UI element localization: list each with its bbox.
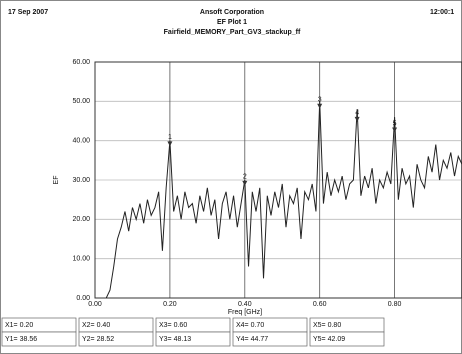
x-tick-label: 0.60 xyxy=(313,301,327,308)
table-cell xyxy=(78,331,154,347)
marker-label: 3 xyxy=(318,97,322,104)
marker-label: 5 xyxy=(393,120,397,127)
y-tick-label: 50.00 xyxy=(72,98,90,105)
y-tick-label: 20.00 xyxy=(72,216,90,223)
y-tick-label: 0.00 xyxy=(76,295,90,302)
y-tick-label: 40.00 xyxy=(72,138,90,145)
marker-label: 2 xyxy=(243,174,247,181)
chart-title: EF Plot 1 xyxy=(217,19,247,26)
table-cell xyxy=(1,331,77,347)
marker-x-text: X5= 0.80 xyxy=(313,322,341,329)
table-cell xyxy=(232,331,308,347)
chart-subtitle: Fairfield_MEMORY_Part_GV3_stackup_ff xyxy=(164,29,301,36)
marker-y-text: Y2= 28.52 xyxy=(82,336,114,343)
marker-x-text: X2= 0.40 xyxy=(82,322,110,329)
time: 12:00:1 xyxy=(430,9,454,16)
data-line xyxy=(105,101,462,299)
y-tick-label: 10.00 xyxy=(72,256,90,263)
plot-frame xyxy=(94,61,462,299)
marker-y-text: Y4= 44.77 xyxy=(236,336,268,343)
marker-x-text: X4= 0.70 xyxy=(236,322,264,329)
marker-x-text: X1= 0.20 xyxy=(5,322,33,329)
y-tick-label: 60.00 xyxy=(72,59,90,66)
y-tick-label: 30.00 xyxy=(72,177,90,184)
x-tick-label: 0.20 xyxy=(163,301,177,308)
marker xyxy=(317,103,323,109)
y-axis-label: EF xyxy=(53,176,60,185)
x-tick-label: 0.80 xyxy=(388,301,402,308)
marker-label: 4 xyxy=(355,110,359,117)
date: 17 Sep 2007 xyxy=(8,9,48,16)
table-cell xyxy=(155,331,231,347)
marker xyxy=(242,180,248,186)
x-tick-label: 0.00 xyxy=(88,301,102,308)
table-cell xyxy=(309,331,385,347)
marker xyxy=(167,141,173,147)
marker xyxy=(392,127,398,133)
x-tick-label: 0.40 xyxy=(238,301,252,308)
marker-label: 1 xyxy=(168,134,172,141)
company: Ansoft Corporation xyxy=(200,9,264,16)
x-axis-label: Freq [GHz] xyxy=(228,309,262,316)
marker-y-text: Y1= 38.56 xyxy=(5,336,37,343)
marker-y-text: Y5= 42.09 xyxy=(313,336,345,343)
marker xyxy=(354,116,360,122)
marker-x-text: X3= 0.60 xyxy=(159,322,187,329)
marker-y-text: Y3= 48.13 xyxy=(159,336,191,343)
